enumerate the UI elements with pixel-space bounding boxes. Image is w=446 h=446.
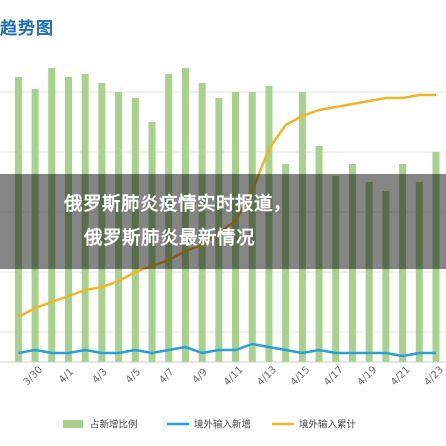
bar-4-14 <box>282 164 290 362</box>
x-tick-label: 4/15 <box>289 364 313 388</box>
x-tick-label: 4/13 <box>255 364 279 388</box>
legend-label-1: 占新增比例 <box>90 419 138 431</box>
bar-4-4 <box>115 92 123 362</box>
x-tick-label: 4/9 <box>191 367 210 386</box>
bar-4-16 <box>315 146 323 362</box>
bar-4-15 <box>298 92 306 362</box>
x-tick-label: 4/23 <box>422 364 446 388</box>
bar-4-12 <box>248 92 256 362</box>
chart-title: 趋势图 <box>0 19 54 39</box>
legend-label-2: 境外输入新增 <box>194 419 251 431</box>
bar-4-21 <box>399 164 407 362</box>
bar-4-18 <box>348 164 356 362</box>
x-tick-label: 4/5 <box>124 367 143 386</box>
bar-4-3 <box>98 83 106 362</box>
headline-line-2: 俄罗斯肺炎最新情况 <box>84 228 256 249</box>
bar-4-10 <box>215 98 223 362</box>
x-tick-label: 4/7 <box>157 367 176 386</box>
legend: 占新增比例 境外输入新增 境外输入累计 <box>63 419 357 431</box>
bar-4-23 <box>432 152 440 362</box>
x-tick-label: 4/11 <box>222 364 246 388</box>
line-series <box>17 93 437 358</box>
bar-4-8 <box>181 68 189 362</box>
bar-4-1 <box>64 77 72 362</box>
headline-line-1: 俄罗斯肺炎疫情实时报道， <box>64 194 293 215</box>
bar-4-20 <box>382 191 390 362</box>
bar-4-22 <box>415 182 423 362</box>
x-tick-label: 4/19 <box>356 364 380 388</box>
x-tick-label: 4/3 <box>91 367 110 386</box>
bar-4-19 <box>365 182 373 362</box>
bar-4-9 <box>198 83 206 362</box>
x-tick-label: 4/17 <box>322 364 346 388</box>
legend-label-3: 境外输入累计 <box>299 419 357 431</box>
x-tick-label: 4/21 <box>389 364 413 388</box>
bar-3-29 <box>14 77 22 362</box>
bar-4-11 <box>232 92 240 362</box>
x-axis-ticks: 3/30 4/1 4/3 4/5 4/7 4/9 4/11 4/13 4/15 4/17 4/19 4… <box>21 364 446 388</box>
bar-4-17 <box>332 176 340 362</box>
headline-banner: 俄罗斯肺炎疫情实时报道， 俄罗斯肺炎最新情况 <box>0 174 446 269</box>
bar-3-31 <box>48 68 56 362</box>
bar-4-7 <box>165 74 173 362</box>
bar-4-5 <box>131 98 139 362</box>
bar-4-6 <box>148 122 156 362</box>
bar-series-new-ratio <box>14 68 440 362</box>
x-tick-label: 3/30 <box>21 364 45 388</box>
bar-3-30 <box>31 89 39 362</box>
bar-4-2 <box>81 74 89 362</box>
line-overseas-cumulative <box>17 93 436 319</box>
legend-swatch-bar <box>63 420 83 428</box>
line-overseas-new <box>18 342 436 358</box>
x-tick-label: 4/1 <box>57 367 76 386</box>
bar-4-13 <box>265 86 273 362</box>
